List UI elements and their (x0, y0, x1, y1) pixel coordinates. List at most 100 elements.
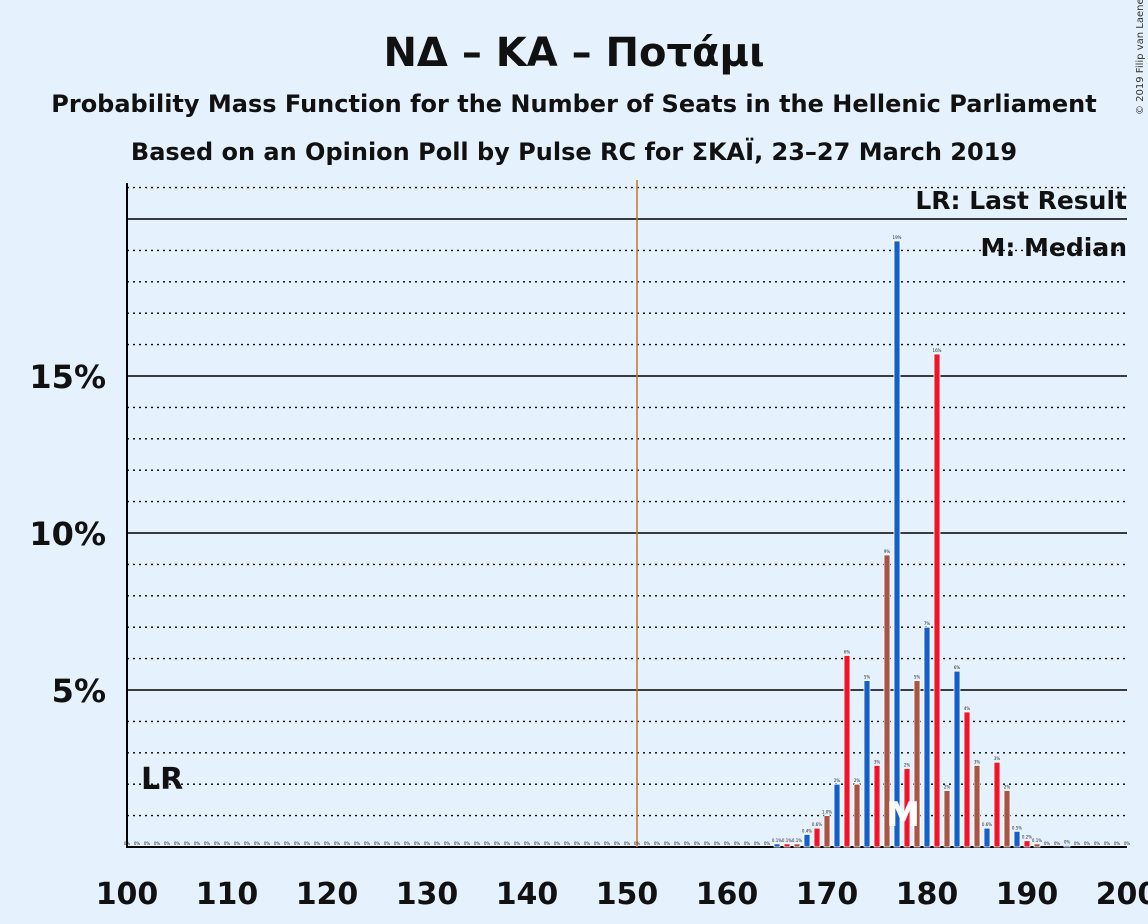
zero-value-label: 0% (764, 841, 771, 846)
bar-label-seat-169: 0.6% (812, 822, 822, 827)
legend-median: M: Median (980, 233, 1127, 262)
bar-label-seat-190: 0.2% (1022, 835, 1032, 840)
bar-seat-183 (953, 670, 961, 848)
bar-seat-178 (903, 768, 911, 848)
zero-value-label: 0% (504, 841, 511, 846)
zero-value-label: 0% (1074, 841, 1081, 846)
y-tick-label: 10% (29, 515, 106, 553)
zero-value-label: 0% (524, 841, 531, 846)
zero-value-label: 0% (254, 841, 261, 846)
bar-seat-177 (893, 240, 901, 848)
zero-value-label: 0% (724, 841, 731, 846)
zero-value-labels: 0% 0% 0% 0% 0% 0% 0% 0% 0% 0% 0% 0% 0% 0% 0% 0% 0% 0% 0% 0%… (124, 841, 1131, 846)
x-tick-label: 110 (196, 877, 259, 912)
zero-value-label: 0% (514, 841, 521, 846)
bar-label-seat-174: 5% (864, 675, 871, 680)
x-tick-label: 190 (996, 877, 1059, 912)
zero-value-label: 0% (174, 841, 181, 846)
zero-value-label: 0% (304, 841, 311, 846)
bar-seat-166 (783, 843, 791, 848)
zero-value-label: 0% (314, 841, 321, 846)
bar-label-seat-188: 2% (1004, 784, 1011, 789)
bar-seat-176 (883, 554, 891, 848)
y-tick-label: 5% (52, 672, 106, 710)
zero-value-label: 0% (264, 841, 271, 846)
copyright: © 2019 Filip van Laenen (1135, 0, 1146, 115)
x-tick-label: 120 (296, 877, 359, 912)
zero-value-label: 0% (144, 841, 151, 846)
zero-value-label: 0% (384, 841, 391, 846)
zero-value-label: 0% (364, 841, 371, 846)
zero-value-label: 0% (1054, 841, 1061, 846)
zero-value-label: 0% (754, 841, 761, 846)
zero-value-label: 0% (294, 841, 301, 846)
bar-label-seat-179: 5% (914, 675, 921, 680)
zero-value-label: 0% (544, 841, 551, 846)
bar-label-seat-180: 7% (924, 621, 931, 626)
zero-value-label: 0% (1124, 841, 1131, 846)
bar-seat-174 (863, 680, 871, 848)
zero-value-label: 0% (1114, 841, 1121, 846)
bar-label-seat-177: 19% (893, 235, 902, 240)
zero-value-label: 0% (334, 841, 341, 846)
bar-label-seat-171: 2% (834, 778, 841, 783)
zero-value-label: 0% (664, 841, 671, 846)
bar-seat-169 (813, 827, 821, 848)
bar-label-seat-167: 0.1% (792, 838, 802, 843)
zero-value-label: 0% (694, 841, 701, 846)
zero-value-label: 0% (614, 841, 621, 846)
zero-value-label: 0% (244, 841, 251, 846)
bar-seat-181 (933, 353, 941, 848)
axes (126, 183, 1127, 848)
bar-seat-184 (963, 711, 971, 848)
x-tick-label: 170 (796, 877, 859, 912)
bar-seat-172 (843, 655, 851, 848)
zero-value-label: 0% (644, 841, 651, 846)
zero-value-label: 0% (354, 841, 361, 846)
bar-label-seat-173: 2% (854, 778, 861, 783)
zero-value-label: 0% (744, 841, 751, 846)
bar-label-seat-178: 2% (904, 763, 911, 768)
chart-subtitle-1: Probability Mass Function for the Number… (51, 90, 1096, 118)
zero-value-label: 0% (164, 841, 171, 846)
zero-value-label: 0% (204, 841, 211, 846)
zero-value-label: 0% (124, 841, 131, 846)
bar-seat-168 (803, 834, 811, 848)
x-tick-label: 100 (96, 877, 159, 912)
bar-label-seat-194: 0% (1064, 839, 1071, 844)
zero-value-label: 0% (594, 841, 601, 846)
zero-value-label: 0% (1084, 841, 1091, 846)
zero-value-label: 0% (1094, 841, 1101, 846)
bar-label-seat-183: 6% (954, 665, 961, 670)
chart-subtitle-2: Based on an Opinion Poll by Pulse RC for… (131, 137, 1017, 166)
bar-seat-182 (943, 790, 951, 848)
zero-value-label: 0% (484, 841, 491, 846)
bar-label-seat-170: 1.0% (822, 810, 832, 815)
bar-seat-171 (833, 783, 841, 848)
zero-value-label: 0% (154, 841, 161, 846)
zero-value-label: 0% (674, 841, 681, 846)
bar-seat-175 (873, 764, 881, 848)
zero-value-label: 0% (224, 841, 231, 846)
legend-last-result: LR: Last Result (915, 186, 1127, 215)
zero-value-label: 0% (374, 841, 381, 846)
zero-value-label: 0% (634, 841, 641, 846)
x-tick-label: 130 (396, 877, 459, 912)
bar-seat-186 (983, 827, 991, 848)
zero-value-label: 0% (704, 841, 711, 846)
y-tick-label: 15% (29, 358, 106, 396)
bar-label-seat-176: 9% (884, 549, 891, 554)
zero-value-label: 0% (1044, 841, 1051, 846)
bar-seat-189 (1013, 830, 1021, 848)
zero-value-label: 0% (194, 841, 201, 846)
x-tick-label: 140 (496, 877, 559, 912)
zero-value-label: 0% (1104, 841, 1111, 846)
zero-value-label: 0% (134, 841, 141, 846)
last-result-marker: LR (141, 762, 183, 797)
bar-seat-188 (1003, 790, 1011, 848)
bar-label-seat-189: 0.5% (1012, 825, 1022, 830)
bar-seat-179 (913, 680, 921, 848)
zero-value-label: 0% (714, 841, 721, 846)
x-tick-label: 160 (696, 877, 759, 912)
